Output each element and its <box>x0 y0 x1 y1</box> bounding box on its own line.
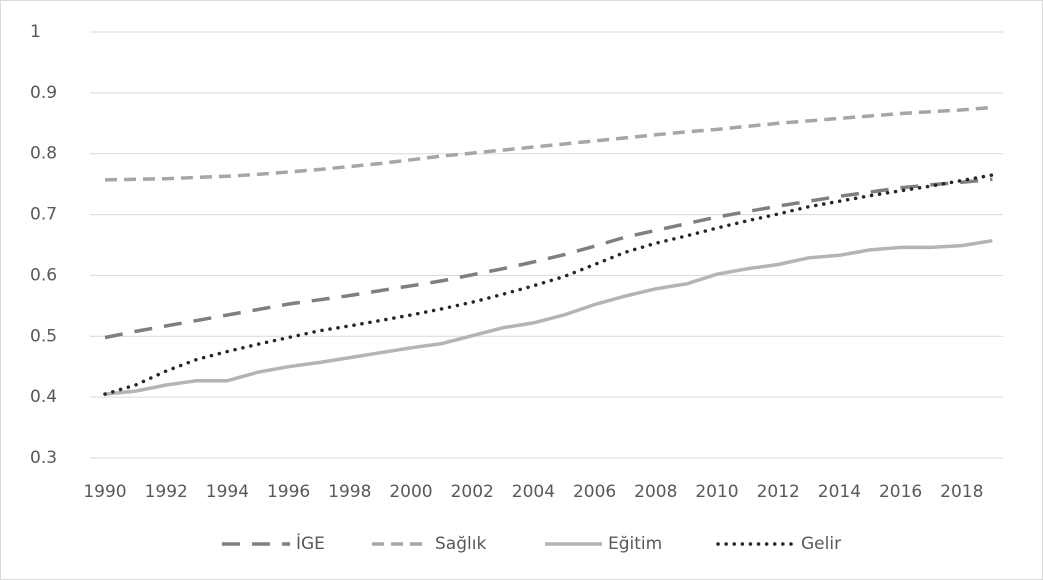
x-tick-label: 2018 <box>940 482 983 502</box>
x-tick-label: 1994 <box>206 482 249 502</box>
legend-label: Gelir <box>801 534 841 554</box>
legend-label: Eğitim <box>608 534 662 554</box>
x-tick-label: 2010 <box>695 482 738 502</box>
x-tick-label: 1998 <box>328 482 371 502</box>
data-line <box>104 105 993 182</box>
y-tick-label: 0.8 <box>30 144 57 164</box>
data-line <box>104 177 993 340</box>
x-tick-label: 2012 <box>757 482 800 502</box>
y-tick-label: 0.6 <box>30 265 57 285</box>
y-tick-label: 0.5 <box>30 326 57 346</box>
x-tick-label: 2014 <box>818 482 861 502</box>
x-tick-label: 2002 <box>451 482 494 502</box>
y-tick-label: 0.3 <box>30 448 57 468</box>
x-tick-label: 2016 <box>879 482 922 502</box>
x-tick-label: 1996 <box>267 482 310 502</box>
x-tick-label: 2004 <box>512 482 555 502</box>
x-tick-label: 2000 <box>389 482 432 502</box>
y-tick-label: 1 <box>30 22 41 42</box>
y-tick-label: 0.9 <box>30 83 57 103</box>
x-tick-label: 2008 <box>634 482 677 502</box>
x-tick-label: 2006 <box>573 482 616 502</box>
y-tick-label: 0.4 <box>30 387 57 407</box>
legend-label: Sağlık <box>435 534 486 554</box>
data-line <box>104 238 993 396</box>
y-tick-label: 0.7 <box>30 205 57 225</box>
legend-label: İGE <box>296 533 325 554</box>
x-tick-label: 1990 <box>83 482 126 502</box>
x-tick-label: 1992 <box>145 482 188 502</box>
